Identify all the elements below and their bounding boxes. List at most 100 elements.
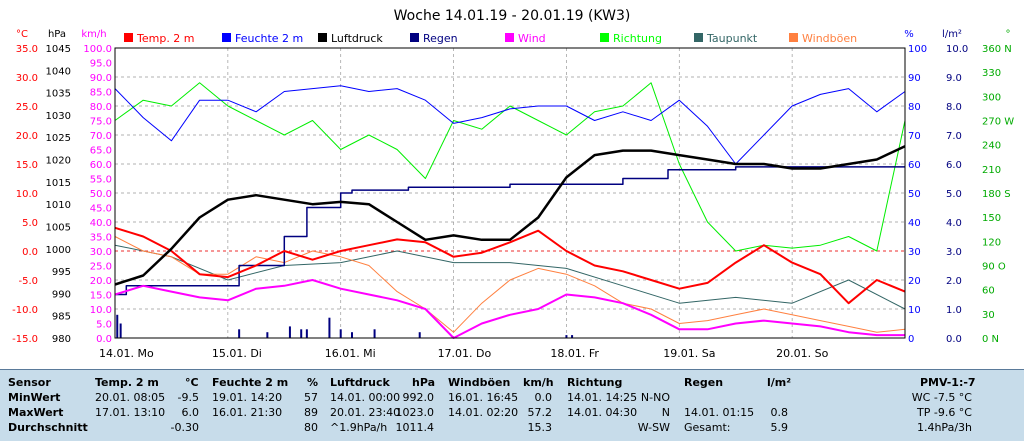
rain-bar xyxy=(305,329,308,338)
gust-avg: 15.3 xyxy=(527,421,553,434)
x-tick-label: 14.01. Mo xyxy=(99,347,154,360)
rain-bar xyxy=(373,329,376,338)
temp-max-value: 6.0 xyxy=(181,406,200,419)
pressure-tick-label: 980 xyxy=(52,334,71,345)
pressure-tick-label: 1005 xyxy=(46,222,71,233)
wind-tick-label: 75.0 xyxy=(90,117,112,128)
direction-tick-label: 210 xyxy=(982,165,1001,176)
press-unit: hPa xyxy=(412,376,436,389)
temp-min-time: 20.01. 08:05 xyxy=(95,391,166,404)
wind-tick-label: 45.0 xyxy=(90,204,112,215)
gust-min-value: 0.0 xyxy=(534,391,553,404)
direction-tick-label: 180 S xyxy=(982,189,1011,200)
wind-tick-label: 0.0 xyxy=(96,334,112,345)
legend-swatch xyxy=(694,33,703,42)
pmv-header: PMV-1:-7 xyxy=(920,376,976,389)
temp-avg: -0.30 xyxy=(170,421,199,434)
rain-tick-label: 5.0 xyxy=(946,189,962,200)
rain-bar xyxy=(238,329,241,338)
series-line-temp-2-m xyxy=(114,226,906,305)
hum-header: Feuchte 2 m xyxy=(212,376,289,389)
direction-tick-label: 30 xyxy=(982,310,995,321)
temp-tick-label: -5.0 xyxy=(18,276,38,287)
rain-bar xyxy=(565,335,568,338)
series-line-richtung xyxy=(114,82,906,252)
hum-min-time: 19.01. 14:20 xyxy=(212,391,283,404)
rain-bar xyxy=(266,332,269,338)
legend-swatch xyxy=(789,33,798,42)
legend-label: Windböen xyxy=(802,32,857,45)
rain-tick-label: 9.0 xyxy=(946,73,962,84)
legend-swatch xyxy=(318,33,327,42)
humidity-tick-label: 40 xyxy=(908,218,921,229)
wind-tick-label: 5.0 xyxy=(96,320,112,331)
legend: Temp. 2 m Feuchte 2 m Luftdruck Regen Wind Ri… xyxy=(124,32,857,45)
pressure-tick-label: 995 xyxy=(52,267,71,278)
wind-tick-label: 15.0 xyxy=(90,291,112,302)
legend-label: Taupunkt xyxy=(706,32,758,45)
rain-bar xyxy=(339,329,342,338)
direction-tick-label: 300 xyxy=(982,92,1001,103)
rain-bar xyxy=(418,332,421,338)
grid xyxy=(115,48,905,338)
wind-tick-label: 35.0 xyxy=(90,233,112,244)
legend-label: Richtung xyxy=(613,32,662,45)
rain-bar xyxy=(328,317,331,338)
press-trend: ^1.9hPa/h xyxy=(330,421,388,434)
series-line-windb-en xyxy=(114,236,906,333)
wind-tick-label: 95.0 xyxy=(90,59,112,70)
direction-tick-label: 90 O xyxy=(982,262,1006,273)
series-line-regen xyxy=(115,166,905,296)
temp-tick-label: 35.0 xyxy=(16,44,38,55)
rain-bars xyxy=(116,314,574,338)
humidity-tick-label: 20 xyxy=(908,276,921,287)
wind-tick-label: 70.0 xyxy=(90,131,112,142)
direction-tick-label: 150 xyxy=(982,213,1001,224)
legend-label: Temp. 2 m xyxy=(136,32,195,45)
humidity-tick-label: 10 xyxy=(908,305,921,316)
wind-tick-label: 40.0 xyxy=(90,218,112,229)
press-min-time: 14.01. 00:00 xyxy=(330,391,401,404)
wind-tick-label: 25.0 xyxy=(90,262,112,273)
temp-tick-label: 20.0 xyxy=(16,131,38,142)
pressure-tick-label: 1020 xyxy=(46,156,71,167)
legend-label: Regen xyxy=(423,32,458,45)
direction-unit-label: ° xyxy=(1006,29,1011,40)
wind-tick-label: 85.0 xyxy=(90,88,112,99)
humidity-tick-label: 70 xyxy=(908,131,921,142)
row-sensor: Sensor xyxy=(8,376,51,389)
legend-swatch xyxy=(222,33,231,42)
wind-unit-label: km/h xyxy=(81,29,106,40)
rain-bar xyxy=(300,329,303,338)
wind-tick-label: 50.0 xyxy=(90,189,112,200)
pressure-tick-label: 1035 xyxy=(46,89,71,100)
dir-max-time: 14.01. 04:30 xyxy=(567,406,638,419)
rain-max-time: 14.01. 01:15 xyxy=(684,406,755,419)
pressure-tick-label: 1030 xyxy=(46,111,71,122)
wind-tick-label: 20.0 xyxy=(90,276,112,287)
dir-min-time: 14.01. 14:25 xyxy=(567,391,638,404)
legend-swatch xyxy=(505,33,514,42)
direction-tick-label: 270 W xyxy=(982,117,1014,128)
x-tick-label: 17.01. Do xyxy=(438,347,492,360)
legend-swatch xyxy=(124,33,133,42)
humidity-tick-label: 0 xyxy=(908,334,914,345)
direction-tick-label: 120 xyxy=(982,237,1001,248)
press-max-value: 1023.0 xyxy=(395,406,435,419)
pressure-tick-label: 990 xyxy=(52,289,71,300)
direction-tick-label: 360 N xyxy=(982,44,1012,55)
legend-swatch xyxy=(410,33,419,42)
pressure-tick-label: 1010 xyxy=(46,200,71,211)
direction-tick-label: 0 N xyxy=(982,334,999,345)
x-axis-ticks: 14.01. Mo 15.01. Di 16.01. Mi 17.01. Do 18.0… xyxy=(99,347,829,360)
x-tick-label: 19.01. Sa xyxy=(663,347,715,360)
hum-max-value: 89 xyxy=(304,406,318,419)
rain-bar xyxy=(571,335,574,338)
y-axis-ticks: 35.0 30.0 25.0 20.0 15.0 10.0 5.0 0.0 -5.0 -10.0 -… xyxy=(12,44,1014,345)
press-header: Luftdruck xyxy=(330,376,390,389)
plot-frame xyxy=(114,47,906,339)
rain-bar xyxy=(116,314,119,338)
temp-tick-label: -10.0 xyxy=(12,305,38,316)
wind-tick-label: 10.0 xyxy=(90,305,112,316)
series-lines xyxy=(114,82,906,339)
